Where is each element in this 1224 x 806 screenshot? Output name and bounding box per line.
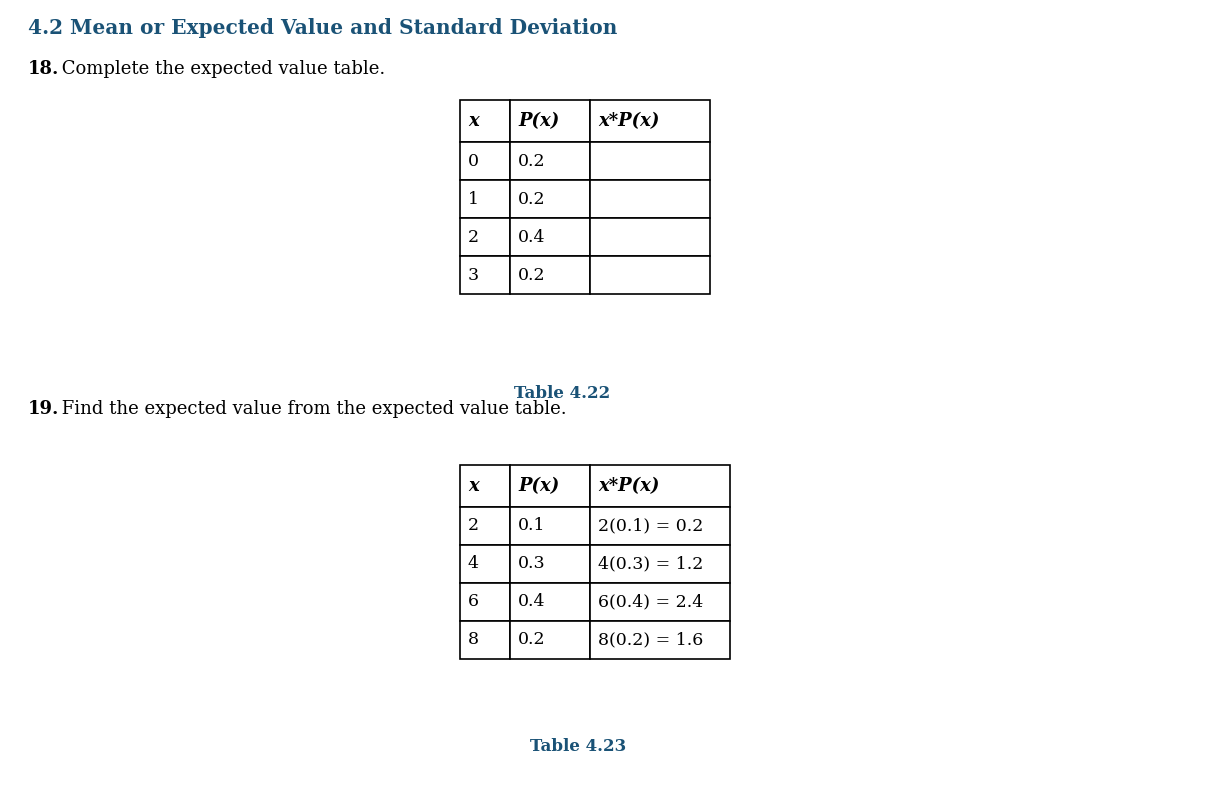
Text: 4(0.3) = 1.2: 4(0.3) = 1.2 bbox=[599, 555, 704, 572]
Bar bbox=[460, 507, 510, 545]
Bar bbox=[460, 583, 510, 621]
Bar bbox=[590, 142, 710, 180]
Bar bbox=[590, 621, 730, 659]
Bar bbox=[510, 218, 590, 256]
Text: 2: 2 bbox=[468, 228, 479, 246]
Bar bbox=[590, 545, 730, 583]
Text: 8(0.2) = 1.6: 8(0.2) = 1.6 bbox=[599, 631, 704, 649]
Text: 4.2 Mean or Expected Value and Standard Deviation: 4.2 Mean or Expected Value and Standard … bbox=[28, 18, 617, 38]
Text: 1: 1 bbox=[468, 190, 479, 207]
Text: 0.2: 0.2 bbox=[518, 267, 546, 284]
Text: 6(0.4) = 2.4: 6(0.4) = 2.4 bbox=[599, 593, 704, 610]
Bar bbox=[460, 100, 510, 142]
Bar bbox=[590, 256, 710, 294]
Bar bbox=[510, 256, 590, 294]
Text: x*P(x): x*P(x) bbox=[599, 112, 660, 130]
Bar bbox=[460, 621, 510, 659]
Text: 0.4: 0.4 bbox=[518, 593, 546, 610]
Text: P(x): P(x) bbox=[518, 477, 559, 495]
Text: Find the expected value from the expected value table.: Find the expected value from the expecte… bbox=[56, 400, 567, 418]
Text: 4: 4 bbox=[468, 555, 479, 572]
Bar bbox=[510, 180, 590, 218]
Text: x*P(x): x*P(x) bbox=[599, 477, 660, 495]
Bar bbox=[460, 465, 510, 507]
Bar bbox=[510, 583, 590, 621]
Text: 0.4: 0.4 bbox=[518, 228, 546, 246]
Text: 0.2: 0.2 bbox=[518, 152, 546, 169]
Text: 0.1: 0.1 bbox=[518, 517, 546, 534]
Text: 2(0.1) = 0.2: 2(0.1) = 0.2 bbox=[599, 517, 704, 534]
Text: Table 4.23: Table 4.23 bbox=[530, 738, 627, 755]
Bar bbox=[460, 180, 510, 218]
Bar bbox=[590, 218, 710, 256]
Text: x: x bbox=[468, 477, 479, 495]
Text: 6: 6 bbox=[468, 593, 479, 610]
Bar bbox=[460, 218, 510, 256]
Bar bbox=[460, 256, 510, 294]
Text: Complete the expected value table.: Complete the expected value table. bbox=[56, 60, 386, 78]
Bar bbox=[460, 545, 510, 583]
Text: 2: 2 bbox=[468, 517, 479, 534]
Bar bbox=[590, 465, 730, 507]
Bar bbox=[510, 507, 590, 545]
Text: 0: 0 bbox=[468, 152, 479, 169]
Bar bbox=[590, 180, 710, 218]
Text: 0.2: 0.2 bbox=[518, 190, 546, 207]
Text: 0.2: 0.2 bbox=[518, 631, 546, 649]
Bar bbox=[510, 621, 590, 659]
Text: x: x bbox=[468, 112, 479, 130]
Bar bbox=[510, 100, 590, 142]
Bar bbox=[590, 507, 730, 545]
Text: 0.3: 0.3 bbox=[518, 555, 546, 572]
Text: 18.: 18. bbox=[28, 60, 60, 78]
Bar bbox=[510, 465, 590, 507]
Bar bbox=[460, 142, 510, 180]
Text: Table 4.22: Table 4.22 bbox=[514, 385, 610, 402]
Bar bbox=[590, 100, 710, 142]
Text: 19.: 19. bbox=[28, 400, 60, 418]
Text: P(x): P(x) bbox=[518, 112, 559, 130]
Text: 3: 3 bbox=[468, 267, 479, 284]
Bar bbox=[590, 583, 730, 621]
Bar bbox=[510, 545, 590, 583]
Text: 8: 8 bbox=[468, 631, 479, 649]
Bar bbox=[510, 142, 590, 180]
